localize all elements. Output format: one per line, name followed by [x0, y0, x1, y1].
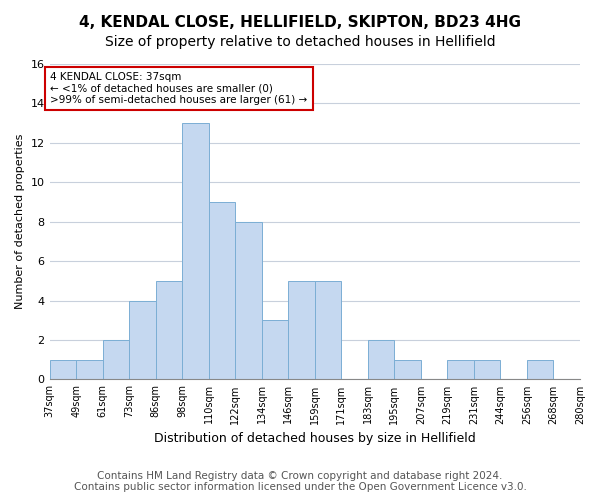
Bar	[182, 123, 209, 380]
Bar	[288, 281, 315, 380]
Text: 4 KENDAL CLOSE: 37sqm
← <1% of detached houses are smaller (0)
>99% of semi-deta: 4 KENDAL CLOSE: 37sqm ← <1% of detached …	[50, 72, 307, 105]
Bar	[394, 360, 421, 380]
Text: Size of property relative to detached houses in Hellifield: Size of property relative to detached ho…	[104, 35, 496, 49]
Text: Contains HM Land Registry data © Crown copyright and database right 2024.
Contai: Contains HM Land Registry data © Crown c…	[74, 471, 526, 492]
Y-axis label: Number of detached properties: Number of detached properties	[15, 134, 25, 310]
X-axis label: Distribution of detached houses by size in Hellifield: Distribution of detached houses by size …	[154, 432, 476, 445]
Bar	[368, 340, 394, 380]
Bar	[262, 320, 288, 380]
Bar	[103, 340, 129, 380]
Bar	[235, 222, 262, 380]
Text: 4, KENDAL CLOSE, HELLIFIELD, SKIPTON, BD23 4HG: 4, KENDAL CLOSE, HELLIFIELD, SKIPTON, BD…	[79, 15, 521, 30]
Bar	[129, 300, 155, 380]
Bar	[448, 360, 474, 380]
Bar	[155, 281, 182, 380]
Bar	[527, 360, 553, 380]
Bar	[76, 360, 103, 380]
Bar	[474, 360, 500, 380]
Bar	[209, 202, 235, 380]
Bar	[50, 360, 76, 380]
Bar	[315, 281, 341, 380]
